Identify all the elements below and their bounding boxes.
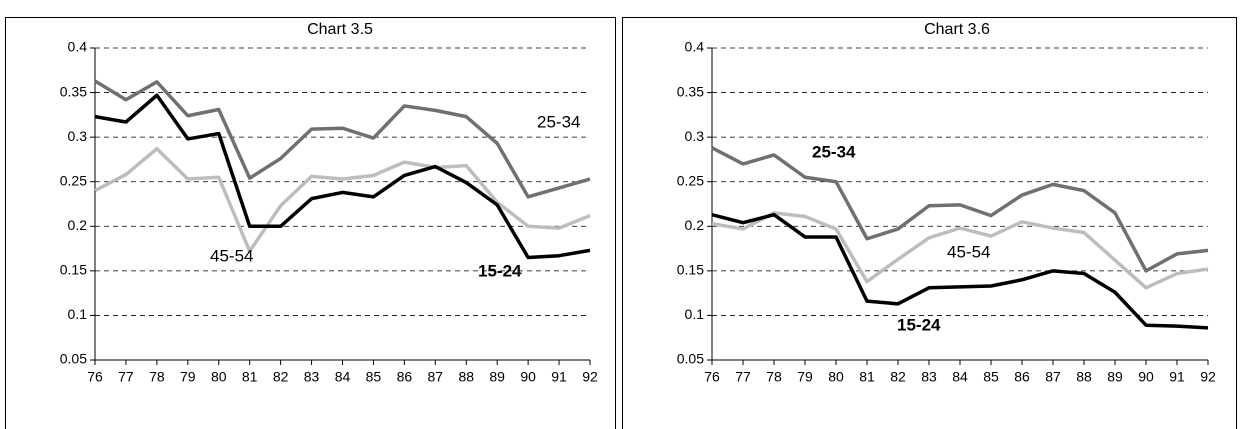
- series-line: [94, 146, 591, 253]
- y-tick-label: 0.15: [60, 262, 87, 278]
- y-tick-label: 0.05: [677, 351, 704, 367]
- panel-left: [5, 17, 616, 429]
- series-label: 25-34: [537, 112, 580, 131]
- y-tick-label: 0.1: [68, 306, 88, 322]
- y-tick-label: 0.2: [68, 217, 88, 233]
- x-tick-label: 80: [828, 369, 844, 385]
- x-tick-label: 88: [458, 369, 474, 385]
- x-tick-label: 91: [1169, 369, 1185, 385]
- x-tick-label: 77: [118, 369, 134, 385]
- x-tick-label: 81: [859, 369, 875, 385]
- series-line: [711, 212, 1209, 330]
- y-tick-label: 0.25: [60, 172, 87, 188]
- x-tick-label: 92: [582, 369, 598, 385]
- x-tick-label: 91: [551, 369, 567, 385]
- panel-right: [622, 17, 1237, 429]
- series-line: [94, 93, 591, 260]
- x-tick-label: 76: [704, 369, 720, 385]
- x-tick-label: 90: [1138, 369, 1154, 385]
- y-tick-label: 0.2: [685, 217, 705, 233]
- x-tick-label: 87: [428, 369, 444, 385]
- y-tick-label: 0.3: [68, 128, 88, 144]
- x-tick-label: 86: [1014, 369, 1030, 385]
- series-label: 15-24: [897, 315, 941, 334]
- x-tick-label: 79: [180, 369, 196, 385]
- x-tick-label: 83: [304, 369, 320, 385]
- y-tick-label: 0.25: [677, 172, 704, 188]
- series-line: [711, 146, 1209, 273]
- y-tick-label: 0.15: [677, 262, 704, 278]
- y-tick-label: 0.35: [677, 83, 704, 99]
- x-tick-label: 82: [273, 369, 289, 385]
- x-tick-label: 82: [890, 369, 906, 385]
- x-tick-label: 78: [149, 369, 165, 385]
- chart-title: Chart 3.6: [924, 21, 990, 38]
- y-tick-label: 0.1: [685, 306, 705, 322]
- series-label: 45-54: [947, 242, 990, 261]
- x-tick-label: 79: [797, 369, 813, 385]
- series-line: [94, 79, 591, 199]
- x-tick-label: 84: [952, 369, 968, 385]
- x-tick-label: 88: [1076, 369, 1092, 385]
- x-tick-label: 78: [766, 369, 782, 385]
- chart-title: Chart 3.5: [307, 21, 373, 38]
- series-line: [711, 211, 1209, 290]
- y-tick-label: 0.4: [68, 39, 88, 55]
- x-tick-label: 84: [335, 369, 351, 385]
- x-tick-label: 86: [397, 369, 413, 385]
- x-tick-label: 80: [211, 369, 227, 385]
- series-label: 45-54: [210, 246, 253, 265]
- x-tick-label: 83: [921, 369, 937, 385]
- x-tick-label: 81: [242, 369, 258, 385]
- x-tick-label: 87: [1045, 369, 1061, 385]
- x-tick-label: 90: [520, 369, 536, 385]
- x-tick-label: 76: [87, 369, 103, 385]
- x-tick-label: 77: [735, 369, 751, 385]
- series-label: 25-34: [812, 142, 856, 161]
- series-label: 15-24: [478, 261, 522, 280]
- x-tick-label: 85: [983, 369, 999, 385]
- y-tick-label: 0.4: [685, 39, 705, 55]
- y-tick-label: 0.35: [60, 83, 87, 99]
- x-tick-label: 89: [1107, 369, 1123, 385]
- x-tick-label: 85: [366, 369, 382, 385]
- y-tick-label: 0.05: [60, 351, 87, 367]
- x-tick-label: 92: [1200, 369, 1216, 385]
- x-tick-label: 89: [489, 369, 505, 385]
- y-tick-label: 0.3: [685, 128, 705, 144]
